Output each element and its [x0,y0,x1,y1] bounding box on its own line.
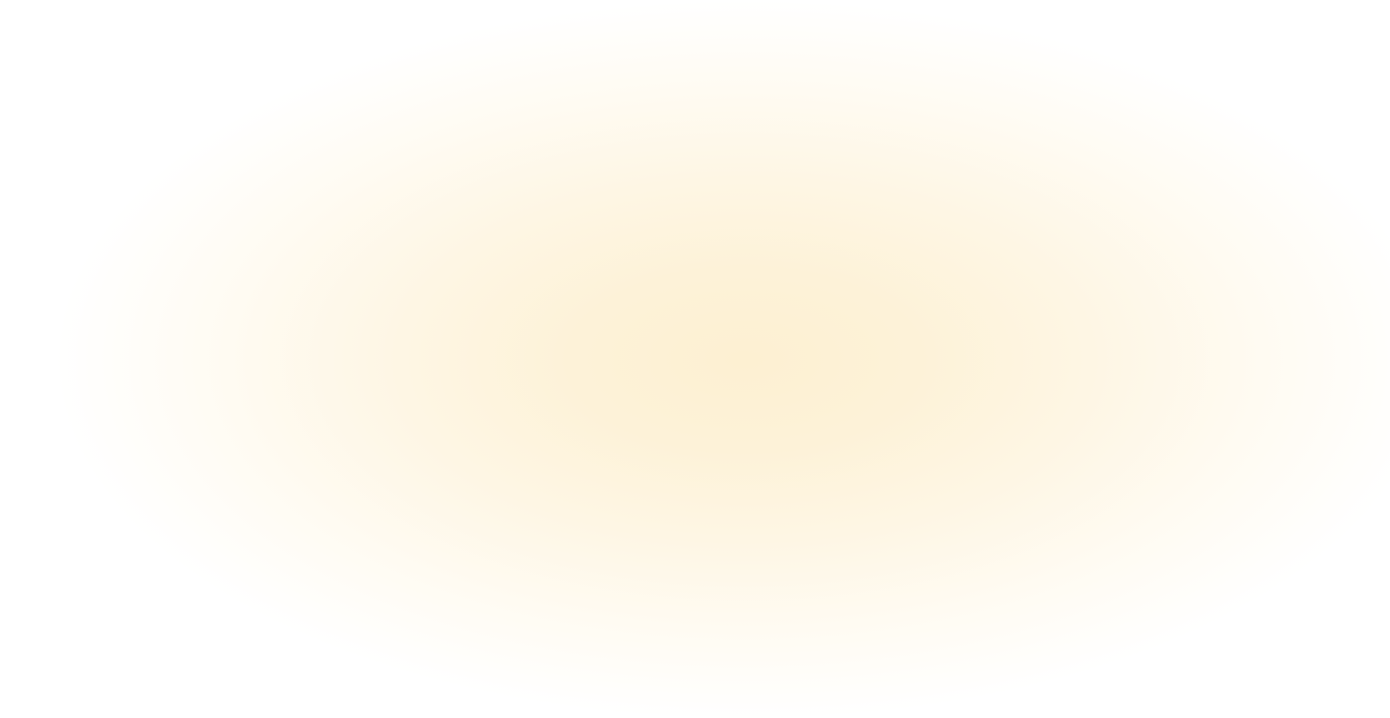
background-glow [0,0,1390,718]
